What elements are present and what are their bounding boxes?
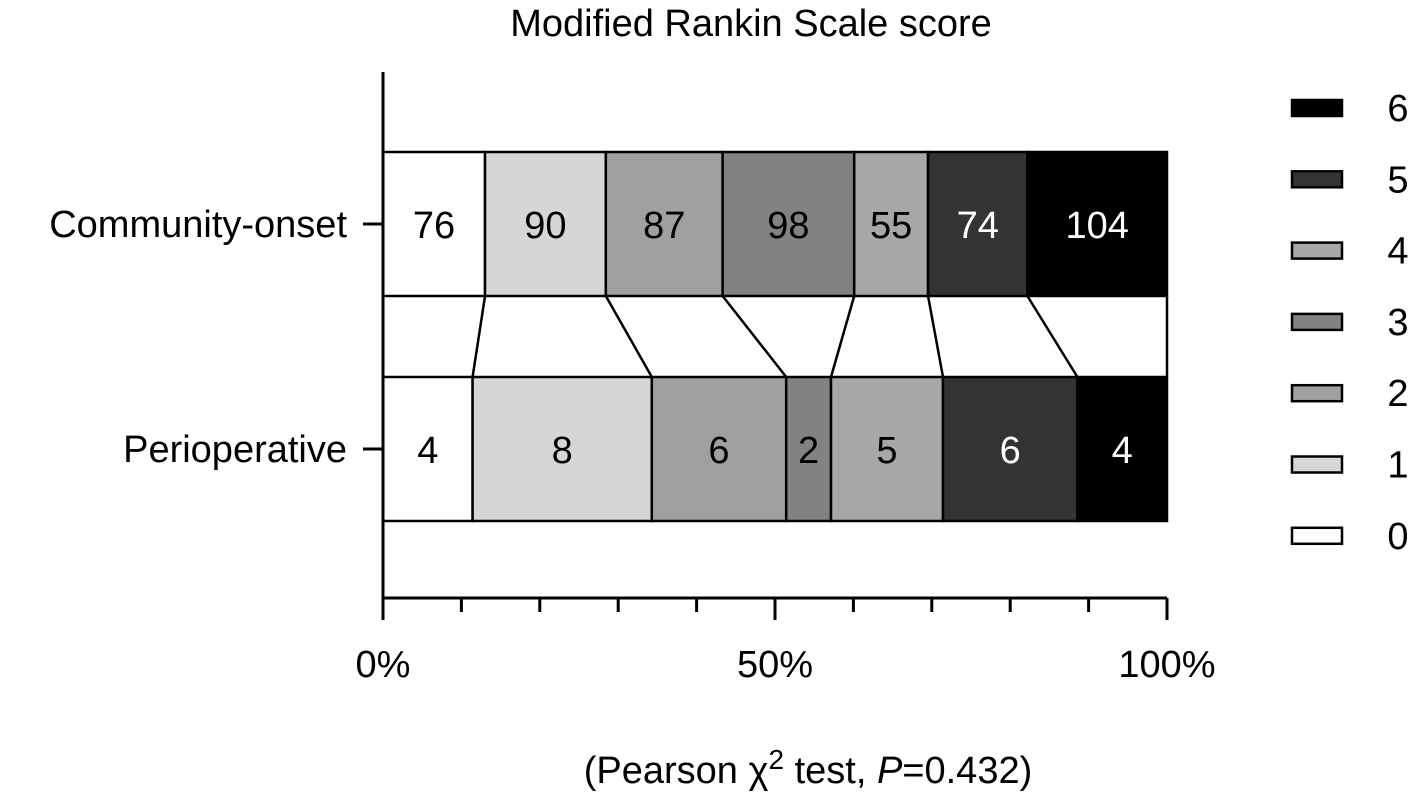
- legend-label: 3: [1387, 302, 1408, 344]
- footnote-chi: χ: [748, 750, 768, 792]
- legend-swatch: [1290, 312, 1344, 332]
- legend-label: 0: [1387, 516, 1408, 558]
- axes-group: Community-onset Perioperative 0% 50% 100%: [49, 72, 1216, 686]
- bar-data-label: 76: [413, 205, 455, 247]
- bar-data-label: 55: [870, 205, 912, 247]
- bar-data-label: 8: [552, 430, 573, 472]
- bar-data-label: 2: [798, 430, 819, 472]
- bar-segment: [604, 150, 724, 298]
- bar-segment: [1076, 375, 1169, 523]
- bar-data-label: 4: [1112, 430, 1133, 472]
- legend-swatch: [1290, 170, 1344, 189]
- bar-segment: [926, 150, 1029, 298]
- bar-data-label: 90: [524, 205, 566, 247]
- footnote-middle: test,: [784, 750, 877, 792]
- legend-label: 2: [1387, 373, 1408, 415]
- footnote-p: P: [877, 750, 903, 792]
- legend-swatch: [1290, 98, 1344, 118]
- segment-connector: [829, 295, 856, 378]
- bar-segment: [483, 150, 608, 298]
- legend: 6 5 4 3 2 1 0: [1290, 88, 1409, 558]
- bar-segment: [941, 375, 1079, 523]
- bar-data-label: 74: [957, 205, 999, 247]
- statistical-test-footnote: (Pearson χ2 test, P=0.432): [584, 744, 1033, 792]
- footnote-suffix: =0.432): [902, 750, 1032, 792]
- bar-data-label: 4: [417, 430, 438, 472]
- bars-group: 76 90 87 98 55 74 104 4 8 6 2 5 6 4: [381, 150, 1169, 523]
- legend-swatch: [1290, 455, 1344, 474]
- legend-label: 1: [1387, 445, 1408, 487]
- legend-label: 5: [1387, 159, 1408, 201]
- bar-data-label: 6: [708, 430, 729, 472]
- bar-data-label: 98: [767, 205, 809, 247]
- legend-swatch: [1290, 241, 1344, 260]
- segment-connector: [1026, 295, 1079, 378]
- segment-connector: [926, 295, 945, 378]
- bar-data-label: 6: [1000, 430, 1021, 472]
- legend-label: 4: [1387, 231, 1408, 273]
- bar-segment: [1026, 150, 1169, 298]
- segment-connectors: [471, 295, 1169, 378]
- x-tick-label: 100%: [1118, 644, 1215, 686]
- category-label: Community-onset: [49, 204, 347, 246]
- bar-data-label: 5: [876, 430, 897, 472]
- bar-segment: [471, 375, 654, 523]
- bar-segment: [784, 375, 833, 523]
- legend-swatch: [1290, 383, 1344, 403]
- legend-label: 6: [1387, 88, 1408, 130]
- segment-connector: [604, 295, 653, 378]
- chart-title: Modified Rankin Scale score: [510, 3, 992, 45]
- bar-segment: [650, 375, 788, 523]
- bar-data-label: 104: [1065, 205, 1128, 247]
- footnote-prefix: (Pearson: [584, 750, 749, 792]
- category-label: Perioperative: [123, 429, 347, 471]
- x-tick-label: 50%: [737, 644, 813, 686]
- segment-connector: [471, 295, 487, 378]
- x-tick-label: 0%: [356, 644, 411, 686]
- segment-connector: [721, 295, 788, 378]
- legend-swatch: [1290, 526, 1344, 546]
- footnote-superscript: 2: [768, 744, 784, 775]
- bar-data-label: 87: [643, 205, 685, 247]
